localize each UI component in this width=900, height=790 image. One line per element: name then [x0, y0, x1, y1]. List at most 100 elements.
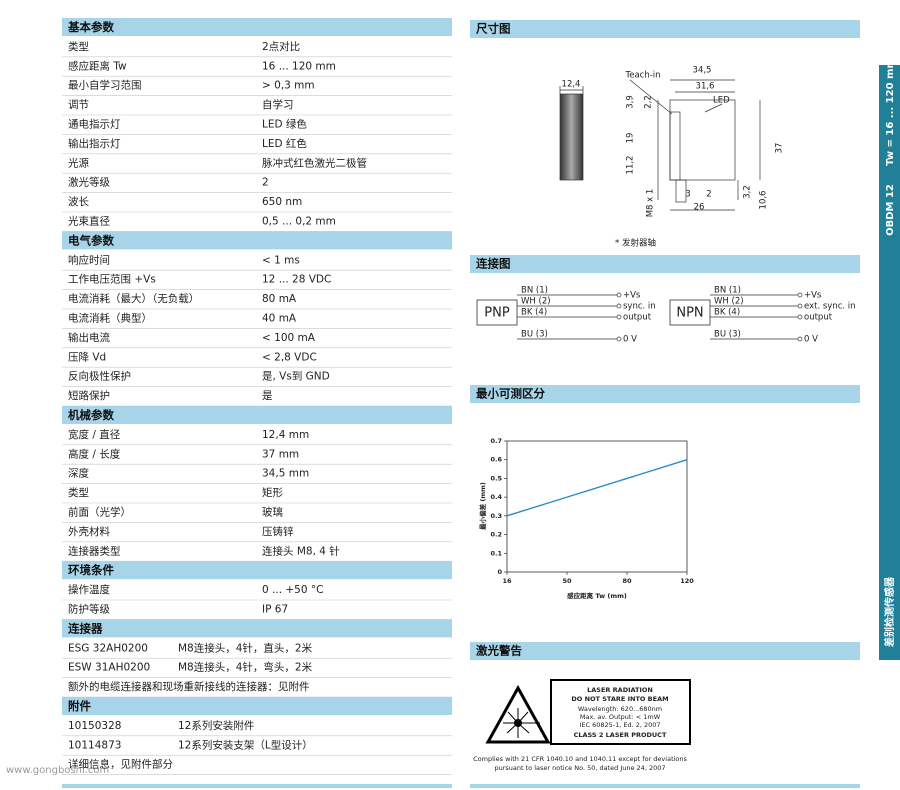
wiring-diagram: PNP BN (1) +Vs WH (2) sync. in BK (4) output BU… [476, 286, 856, 345]
section-header [62, 697, 452, 715]
signal-label: 0 V [623, 335, 637, 345]
dim-label: 12,4 [562, 80, 581, 90]
spec-key: 输出指示灯 [68, 137, 121, 150]
laser-text: CLASS 2 LASER PRODUCT [574, 731, 667, 739]
spec-key: 高度 / 长度 [68, 447, 121, 460]
compliance-text: Complies with 21 CFR 1040.10 and 1040.11… [473, 755, 687, 763]
bottom-bar [62, 784, 452, 788]
dim-label: 11,2 [626, 156, 636, 175]
spec-value: 16 ... 120 mm [262, 60, 336, 72]
signal-label: 0 V [804, 335, 818, 345]
spec-value: 80 mA [262, 293, 297, 305]
x-axis-title: 感应距离 Tw (mm) [567, 591, 627, 600]
spec-key: 详细信息，见附件部分 [68, 758, 173, 771]
terminal [797, 336, 803, 342]
x-tick-label: 80 [622, 577, 632, 585]
dim-label: 3,9 [626, 95, 636, 109]
spec-value: 40 mA [262, 313, 297, 325]
spec-key: 操作温度 [68, 583, 110, 596]
terminal [616, 292, 622, 298]
dim-label: 31,6 [696, 82, 715, 92]
laser-text: Wavelength: 620...680nm [578, 705, 662, 713]
spec-value: 压铸锌 [262, 525, 294, 538]
terminal [616, 303, 622, 309]
spec-key: 通电指示灯 [68, 118, 121, 131]
sidebar-text: 差别检测传感器 [883, 576, 896, 647]
spec-key: ESW 31AH0200 [68, 662, 150, 674]
spec-value: 玻璃 [262, 506, 283, 519]
terminal [797, 314, 803, 320]
device-name: PNP [484, 306, 510, 321]
section-title: 环境条件 [68, 563, 114, 577]
device-box [476, 299, 518, 326]
y-tick-label: 0.5 [490, 474, 502, 482]
dim-label: 34,5 [693, 66, 712, 76]
spec-value: < 1 ms [262, 254, 300, 266]
spec-key: 电流消耗（典型） [68, 312, 152, 325]
terminal [797, 292, 803, 298]
spec-value: 矩形 [262, 486, 283, 499]
section-header [62, 18, 452, 36]
compliance-text: pursuant to laser notice No. 50, dated J… [494, 764, 665, 772]
section-title: 激光警告 [476, 644, 522, 658]
signal-label: +Vs [623, 291, 641, 301]
spec-value: > 0,3 mm [262, 80, 315, 92]
device-box [669, 299, 711, 326]
dim-label: 3,2 [743, 185, 753, 199]
spec-value: 0 ... +50 °C [262, 584, 323, 596]
y-tick-label: 0.3 [490, 512, 502, 520]
spec-key: 10150328 [68, 720, 121, 732]
dim-label: 19 [626, 133, 636, 144]
dim-label: 37 [775, 143, 785, 154]
x-tick-label: 16 [502, 577, 512, 585]
dim-label: LED [713, 96, 730, 106]
spec-key: 最小自学习范围 [68, 79, 142, 92]
laser-warning: LASER RADIATION DO NOT STARE INTO BEAM W… [473, 679, 691, 772]
dim-label: 3 [685, 190, 690, 200]
spec-value: 37 mm [262, 448, 299, 460]
terminal [797, 303, 803, 309]
section-header [62, 619, 452, 638]
section-title: 最小可测区分 [476, 387, 545, 401]
wire-label: BU (3) [714, 330, 741, 340]
y-tick-label: 0.6 [490, 456, 502, 464]
spec-key: 宽度 / 直径 [68, 428, 121, 441]
spec-key: 10114873 [68, 739, 121, 751]
plot-frame [506, 440, 688, 573]
spec-key: 类型 [68, 486, 89, 499]
signal-label: output [804, 313, 833, 323]
spec-value: 12系列安装支架（L型设计） [178, 738, 313, 751]
spec-key: 响应时间 [68, 253, 110, 266]
section-title: 机械参数 [68, 408, 114, 422]
wire-label: BK (4) [714, 308, 740, 318]
spec-key: 工作电压范围 +Vs [68, 273, 156, 286]
sidebar [879, 65, 900, 660]
dim-label: 2 [706, 190, 711, 200]
spec-key: 连接器类型 [68, 544, 121, 557]
spec-key: 短路保护 [68, 389, 110, 402]
spec-value: LED 绿色 [262, 118, 307, 131]
laser-text: LASER RADIATION [587, 686, 653, 694]
section-header [470, 385, 860, 403]
spec-value: 650 nm [262, 196, 302, 208]
dim-label: 2,2 [644, 95, 654, 109]
dim-label: 26 [694, 203, 705, 213]
wire-label: BN (1) [714, 286, 741, 296]
spec-key: 输出电流 [68, 331, 110, 344]
spec-key: 激光等级 [68, 176, 110, 189]
signal-label: output [623, 313, 652, 323]
dim-label: 10,6 [759, 191, 769, 210]
terminal [616, 336, 622, 342]
signal-label: +Vs [804, 291, 822, 301]
x-tick-label: 120 [680, 577, 694, 585]
spec-value: 12 ... 28 VDC [262, 274, 331, 286]
signal-label: sync. in [623, 302, 656, 312]
wire-label: BK (4) [521, 308, 547, 318]
section-header [470, 20, 860, 38]
dim-footnote: * 发射器轴 [615, 238, 656, 249]
spec-key: 感应距离 Tw [68, 59, 127, 72]
bottom-bar [470, 784, 860, 788]
spec-key: 光源 [68, 156, 89, 169]
y-tick-label: 0.2 [490, 531, 502, 539]
